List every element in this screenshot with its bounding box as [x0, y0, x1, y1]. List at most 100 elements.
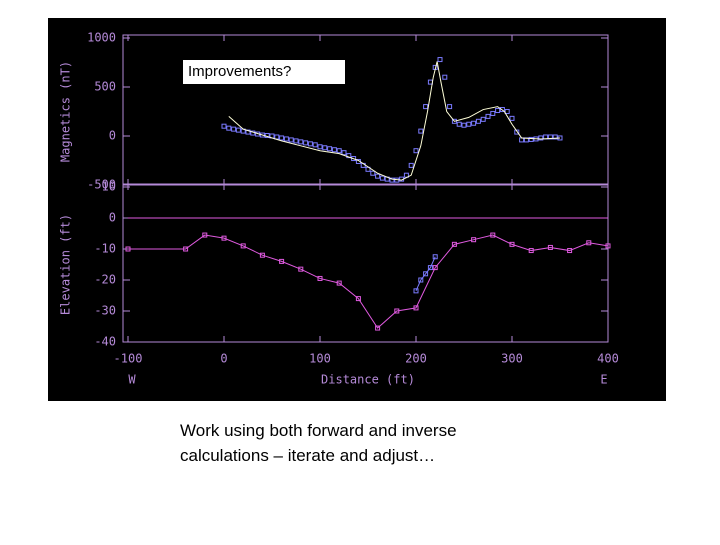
data-point [279, 258, 285, 264]
data-point [447, 104, 453, 110]
series-line [228, 61, 561, 181]
data-point [547, 134, 553, 140]
plot-frame [122, 34, 609, 186]
data-point [317, 275, 323, 281]
data-point [466, 121, 472, 127]
data-point [437, 57, 443, 63]
data-point [183, 246, 189, 252]
data-point [235, 127, 241, 133]
x-tick-label: 200 [405, 352, 427, 366]
y-tick-label: -20 [94, 273, 116, 287]
data-point [370, 170, 376, 176]
data-point [226, 125, 232, 131]
data-point [245, 129, 251, 135]
data-point [279, 135, 285, 141]
data-point [240, 243, 246, 249]
data-point [312, 142, 318, 148]
series-line [128, 234, 609, 329]
data-point [341, 150, 347, 156]
data-point [375, 173, 381, 179]
data-point [586, 240, 592, 246]
data-point [336, 280, 342, 286]
data-point [283, 136, 289, 142]
data-point [125, 246, 131, 252]
x-end-label: W [128, 373, 136, 387]
data-point [509, 241, 515, 247]
data-point [528, 136, 534, 142]
x-tick-label: 300 [501, 352, 523, 366]
data-point [471, 237, 477, 243]
x-tick-label: -100 [114, 352, 143, 366]
data-point [303, 140, 309, 146]
caption-line: Work using both forward and inverse [180, 421, 457, 440]
data-point [495, 108, 501, 114]
y-tick-label: 500 [94, 80, 116, 94]
y-tick-label: 0 [109, 129, 116, 143]
x-tick-label: 0 [220, 352, 227, 366]
y-tick-label: 1000 [87, 31, 116, 45]
data-point [221, 235, 227, 241]
annotation-box [183, 60, 345, 84]
data-point [432, 254, 438, 260]
y-tick-label: -500 [87, 178, 116, 192]
caption-line: calculations – iterate and adjust… [180, 446, 435, 465]
plot-frame [122, 183, 609, 343]
y-axis-label: Elevation (ft) [59, 214, 73, 315]
data-point [259, 132, 265, 138]
data-point [379, 175, 385, 181]
data-point [413, 148, 419, 154]
data-point [475, 118, 481, 124]
data-point [451, 118, 457, 124]
data-point [355, 296, 361, 302]
data-point [317, 144, 323, 150]
data-point [394, 308, 400, 314]
data-point [538, 135, 544, 141]
data-point [298, 266, 304, 272]
y-axis-label: Magnetics (nT) [59, 61, 73, 162]
data-point [480, 116, 486, 122]
x-end-label: E [600, 373, 607, 387]
data-point [442, 74, 448, 80]
data-point [336, 148, 342, 154]
data-point [375, 325, 381, 331]
data-point [221, 123, 227, 129]
data-point [307, 141, 313, 147]
y-tick-label: -40 [94, 335, 116, 349]
data-point [528, 248, 534, 254]
data-point [413, 288, 419, 294]
data-point [547, 244, 553, 250]
data-point [423, 271, 429, 277]
data-point [567, 248, 573, 254]
data-point [461, 122, 467, 128]
data-point [490, 110, 496, 116]
data-point [509, 115, 515, 121]
data-point [552, 134, 558, 140]
chart-background [48, 18, 666, 401]
data-point [504, 109, 510, 114]
data-point [451, 241, 457, 247]
y-tick-label: 0 [109, 211, 116, 225]
data-point [231, 126, 237, 132]
data-point [499, 107, 505, 113]
data-point [485, 113, 491, 119]
data-point [490, 232, 496, 238]
y-tick-label: 10 [102, 180, 116, 194]
data-point [427, 265, 433, 271]
y-tick-label: -30 [94, 304, 116, 318]
data-point [456, 121, 462, 127]
data-point [408, 162, 414, 168]
annotation: Improvements? [188, 63, 291, 80]
x-axis-label: Distance (ft) [321, 373, 415, 387]
data-point [418, 128, 424, 134]
data-point [259, 252, 265, 258]
series-line [415, 256, 436, 292]
data-point [322, 145, 328, 151]
data-point [413, 305, 419, 311]
x-tick-label: 400 [597, 352, 619, 366]
data-point [298, 139, 304, 145]
data-point [389, 177, 395, 183]
data-point [327, 146, 333, 152]
data-point [605, 243, 611, 249]
data-point [331, 147, 337, 153]
